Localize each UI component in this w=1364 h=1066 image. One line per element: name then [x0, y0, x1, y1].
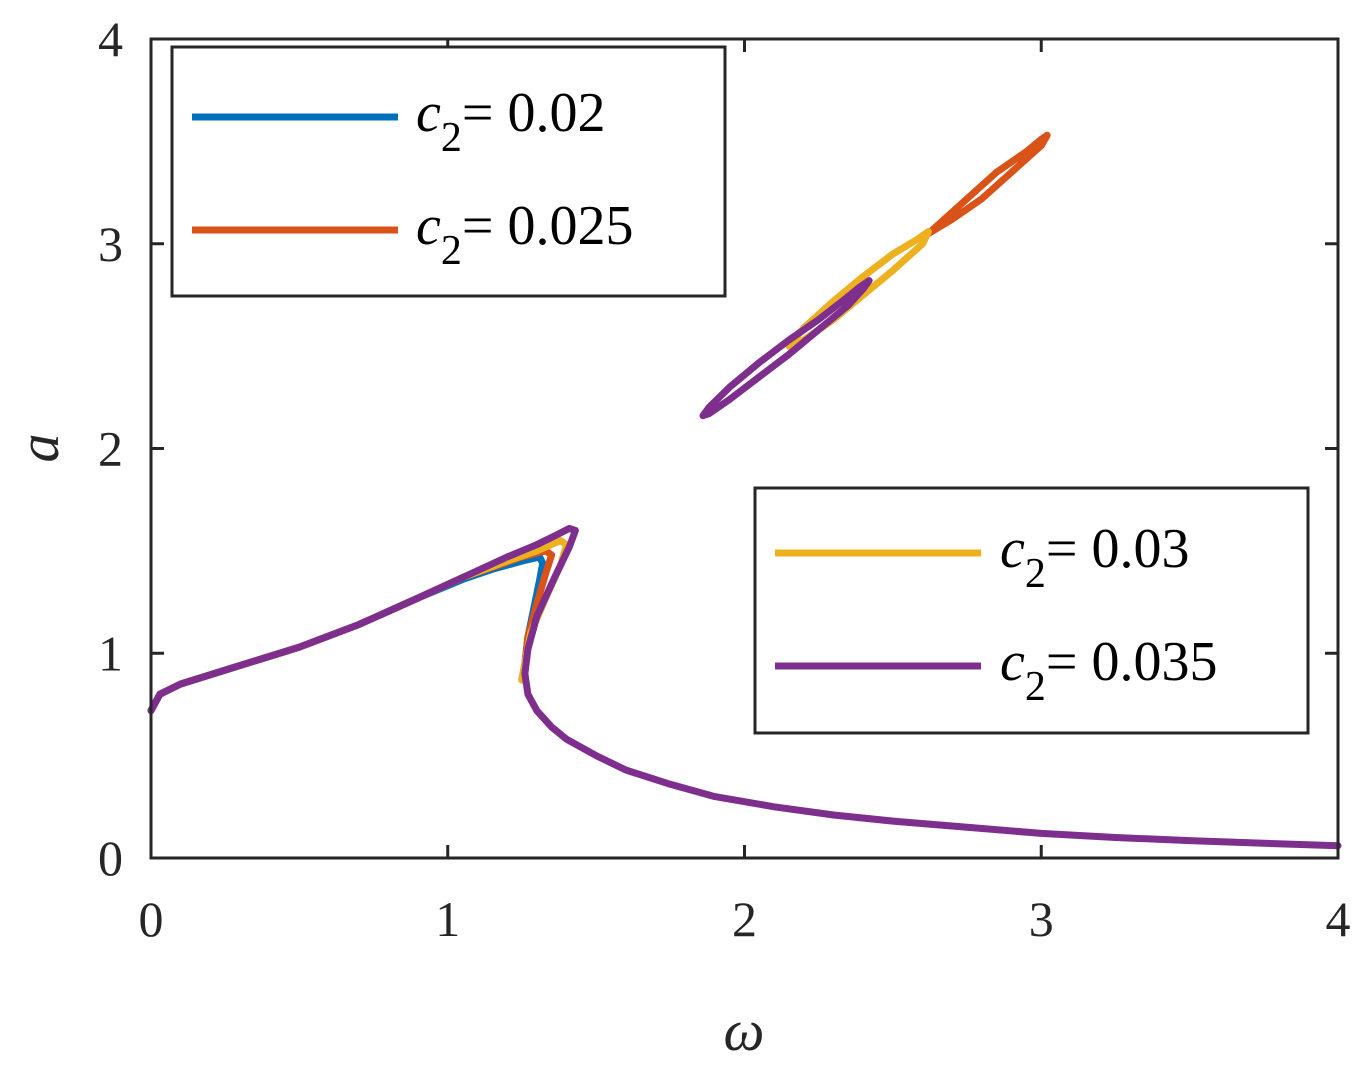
- x-tick-label: 3: [1029, 891, 1054, 947]
- tick-labels: 0 1 2 3 4 0 1 2 3 4: [98, 11, 1351, 947]
- legend-value: = 0.03: [1046, 518, 1190, 580]
- series-line-0-0: [147, 553, 547, 715]
- x-tick-label: 0: [139, 891, 164, 947]
- legend-entry: c2= 0.025: [416, 195, 633, 274]
- legend-top-left: c2= 0.02 c2= 0.025: [170, 45, 727, 298]
- legend-var: c: [1000, 631, 1025, 693]
- legend-value: = 0.02: [462, 82, 606, 144]
- x-tick-label: 4: [1326, 891, 1351, 947]
- y-tick-label: 3: [98, 216, 123, 272]
- legend-entry: c2= 0.03: [1000, 518, 1189, 597]
- legend-box: [170, 45, 727, 298]
- legend-sub: 2: [441, 228, 462, 274]
- x-tick-label: 1: [435, 891, 460, 947]
- legend-box: [753, 486, 1310, 735]
- y-tick-label: 0: [98, 830, 123, 886]
- legend-entry: c2= 0.02: [416, 82, 605, 161]
- legend-value: = 0.035: [1046, 631, 1218, 693]
- legend-var: c: [416, 195, 441, 257]
- series-lines: [147, 131, 1342, 850]
- legend-var: c: [1000, 518, 1025, 580]
- y-tick-label: 2: [98, 421, 123, 477]
- legend-entry: c2= 0.035: [1000, 631, 1217, 710]
- y-tick-label: 4: [98, 11, 123, 67]
- x-tick-label: 2: [732, 891, 757, 947]
- legend-sub: 2: [1025, 664, 1046, 710]
- series-line-3-0: [147, 524, 1342, 850]
- x-axis-label: ω: [724, 998, 765, 1063]
- legend-sub: 2: [1025, 551, 1046, 597]
- legend-sub: 2: [441, 115, 462, 161]
- legend-middle-right: c2= 0.03 c2= 0.035: [753, 486, 1310, 735]
- series-line-3-1: [699, 277, 873, 420]
- series-line-1-1: [925, 131, 1051, 237]
- y-axis-label: a: [6, 434, 71, 463]
- y-tick-label: 1: [98, 625, 123, 681]
- axis-ticks: [149, 37, 1340, 860]
- legend-value: = 0.025: [462, 195, 634, 257]
- legend-var: c: [416, 82, 441, 144]
